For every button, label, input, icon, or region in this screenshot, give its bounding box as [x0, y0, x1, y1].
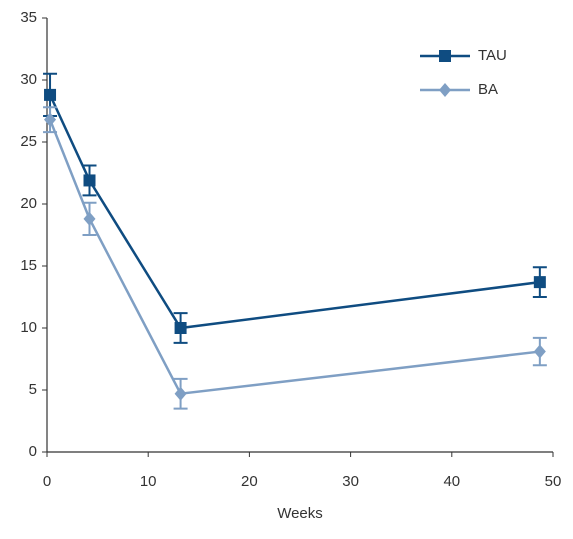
series-line	[48, 119, 540, 396]
y-tick-label: 0	[29, 443, 37, 460]
marker	[174, 322, 187, 334]
marker	[174, 386, 187, 401]
x-tick-label: 10	[140, 473, 157, 490]
x-axis-label: Weeks	[277, 505, 323, 522]
y-tick-label: 5	[29, 381, 37, 398]
marker	[44, 112, 57, 127]
marker	[44, 88, 57, 101]
y-tick-label: 15	[20, 257, 37, 274]
legend-label: TAU	[478, 47, 507, 64]
series-line	[48, 94, 541, 330]
legend-marker	[439, 50, 451, 62]
x-tick-label: 40	[443, 473, 460, 490]
x-tick-label: 30	[342, 473, 359, 490]
marker	[83, 174, 96, 187]
y-tick-label: 10	[20, 319, 37, 336]
marker	[533, 276, 546, 289]
y-tick-label: 20	[20, 195, 37, 212]
x-tick-label: 0	[43, 473, 51, 490]
x-tick-label: 50	[545, 473, 562, 490]
marker	[83, 211, 96, 226]
y-tick-label: 30	[20, 71, 37, 88]
x-tick-label: 20	[241, 473, 258, 490]
marker	[533, 344, 546, 359]
legend-marker	[439, 83, 451, 97]
y-tick-label: 25	[20, 133, 37, 150]
legend-label: BA	[478, 81, 498, 98]
y-tick-label: 35	[20, 9, 37, 26]
